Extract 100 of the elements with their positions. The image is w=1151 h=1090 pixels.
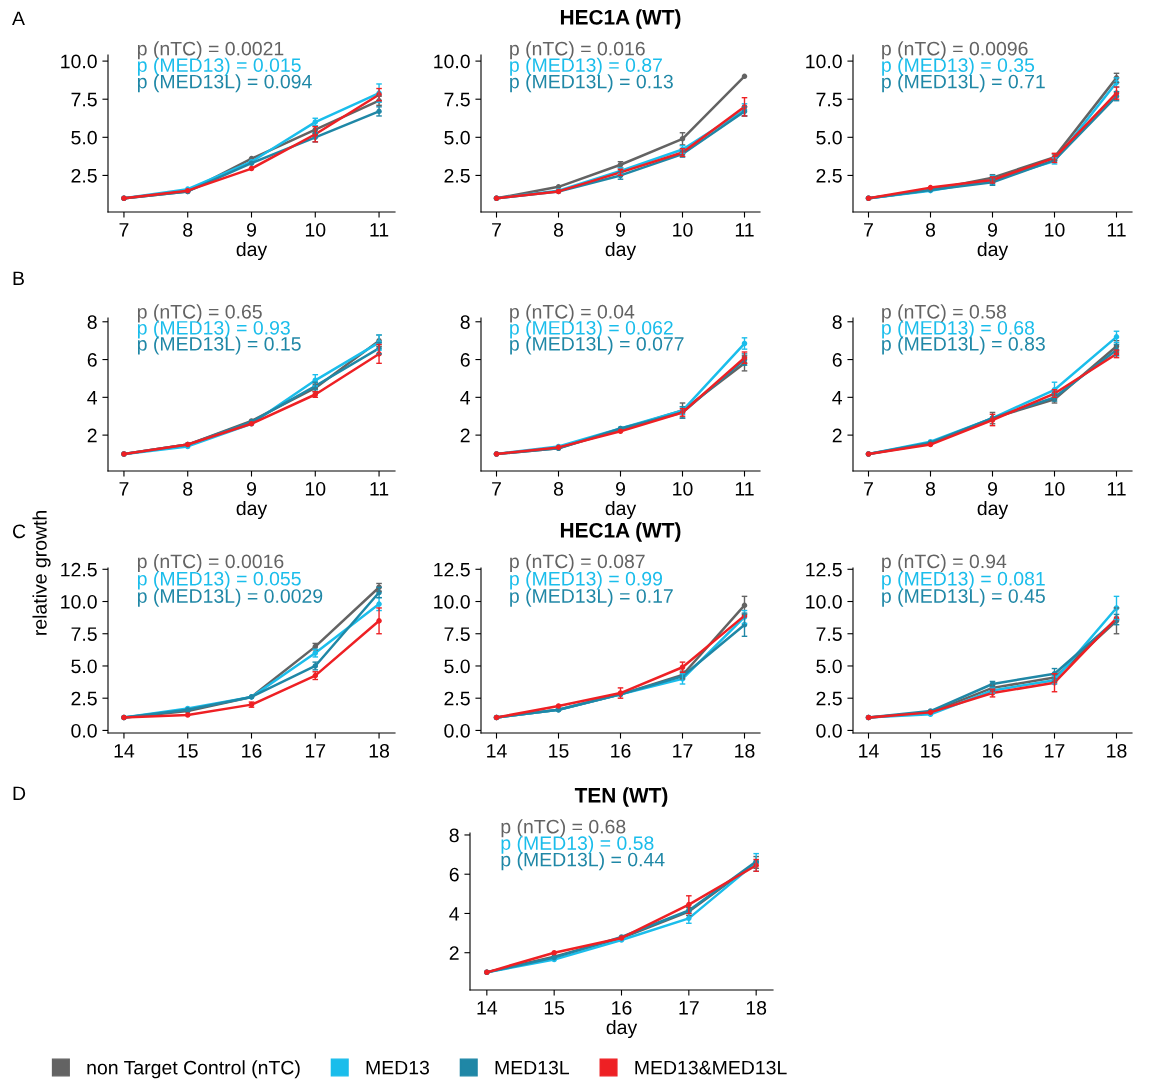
y-tick-label: 12.5: [434, 562, 470, 577]
y-tick-label: 7.5: [816, 627, 842, 641]
x-tick-label: 14: [859, 744, 879, 758]
y-tick-label: 4: [460, 391, 471, 405]
text: A: [12, 11, 25, 26]
y-tick-label: 6: [87, 353, 97, 367]
x-tick-label: 8: [183, 481, 193, 496]
x-tick-label: 7: [119, 482, 129, 496]
y-tick-label: 6: [460, 353, 470, 367]
legend-label: non Target Control (nTC): [87, 1060, 300, 1079]
y-axis-title: relative growth: [32, 510, 51, 635]
x-tick-label: 16: [242, 743, 262, 758]
y-tick-label: 7.5: [71, 92, 97, 107]
y-tick-label: 12.5: [61, 562, 97, 577]
y-tick-label: 6: [832, 353, 842, 367]
y-tick-label: 5.0: [816, 130, 842, 145]
x-tick-label: 10: [305, 222, 326, 237]
x-tick-label: 15: [549, 744, 569, 758]
x-tick-label: 8: [553, 222, 564, 237]
y-tick-label: 10.0: [434, 54, 470, 69]
legend-label: MED13: [366, 1060, 429, 1075]
x-tick-label: 11: [735, 223, 754, 237]
x-tick-label: 9: [988, 481, 997, 496]
y-tick-label: 4: [449, 907, 460, 921]
x-tick-label: 10: [673, 222, 693, 237]
y-tick-label: 4: [87, 391, 98, 405]
x-tick-label: 10: [673, 481, 693, 496]
y-tick-label: 5.0: [71, 130, 97, 145]
x-tick-label: 8: [925, 481, 936, 496]
x-tick-label: 11: [370, 223, 389, 237]
y-tick-label: 2.5: [444, 691, 470, 706]
y-tick-label: 10.0: [61, 54, 97, 69]
x-tick-label: 7: [492, 482, 501, 496]
legend-label: MED13L: [495, 1060, 570, 1075]
x-tick-label: 14: [477, 1001, 498, 1015]
x-axis-title: day: [236, 500, 268, 520]
y-tick-label: 8: [87, 315, 97, 330]
x-tick-label: 10: [1045, 222, 1065, 237]
y-tick-label: 0.0: [444, 723, 470, 738]
x-tick-label: 11: [370, 482, 389, 496]
y-tick-label: 2: [87, 428, 97, 443]
y-tick-label: 5.0: [444, 659, 470, 674]
x-axis-title: day: [606, 1019, 638, 1039]
y-tick-label: 2.5: [71, 168, 97, 183]
chart-title: HEC1A (WT): [560, 522, 681, 542]
x-tick-label: 9: [988, 222, 997, 237]
y-tick-label: 2.5: [444, 168, 470, 183]
y-tick-label: 8: [460, 315, 470, 330]
x-tick-label: 18: [369, 743, 390, 758]
y-tick-label: 7.5: [444, 627, 470, 641]
text: B: [13, 271, 24, 286]
y-tick-label: 5.0: [816, 659, 842, 674]
legend-label: MED13&MED13L: [635, 1060, 787, 1075]
y-tick-label: 0.0: [71, 723, 97, 738]
y-tick-label: 8: [449, 828, 459, 843]
chart-title: HEC1A (WT): [560, 9, 681, 29]
y-tick-label: 0.0: [816, 723, 842, 738]
x-axis-title: day: [605, 241, 637, 261]
x-tick-label: 11: [735, 482, 754, 496]
x-tick-label: 8: [925, 222, 936, 237]
x-tick-label: 16: [612, 1000, 632, 1015]
y-tick-label: 2.5: [816, 168, 842, 183]
x-tick-label: 7: [864, 482, 873, 496]
x-tick-label: 9: [616, 481, 625, 496]
x-tick-label: 18: [735, 743, 755, 758]
x-axis-title: day: [605, 500, 637, 520]
x-axis-title: day: [977, 241, 1009, 261]
x-tick-label: 14: [114, 744, 135, 758]
x-tick-label: 11: [1107, 223, 1126, 237]
y-tick-label: 5.0: [444, 130, 470, 145]
chart-title: TEN (WT): [574, 787, 668, 807]
y-tick-label: 4: [832, 391, 843, 405]
x-axis-title: day: [236, 241, 268, 261]
x-tick-label: 10: [1045, 481, 1065, 496]
text: D: [13, 786, 26, 801]
x-tick-label: 15: [178, 744, 198, 758]
y-tick-label: 6: [449, 867, 459, 882]
x-tick-label: 9: [247, 222, 256, 237]
x-axis-title: day: [977, 500, 1009, 520]
x-tick-label: 17: [305, 744, 326, 758]
y-tick-label: 2: [832, 428, 842, 443]
x-tick-label: 8: [183, 222, 193, 237]
y-tick-label: 10.0: [806, 594, 842, 609]
y-tick-label: 2: [449, 946, 459, 960]
x-tick-label: 17: [1045, 744, 1065, 758]
x-tick-label: 17: [679, 1001, 699, 1015]
y-tick-label: 2.5: [71, 691, 97, 706]
x-tick-label: 16: [611, 743, 631, 758]
y-tick-label: 7.5: [444, 92, 470, 107]
y-tick-label: 10.0: [434, 594, 470, 609]
x-tick-label: 8: [553, 481, 564, 496]
y-tick-label: 8: [832, 315, 842, 330]
x-tick-label: 10: [305, 481, 326, 496]
x-tick-label: 7: [119, 223, 129, 237]
x-tick-label: 15: [544, 1001, 565, 1015]
x-tick-label: 14: [487, 744, 507, 758]
x-tick-label: 9: [247, 481, 256, 496]
y-tick-label: 2: [460, 428, 470, 443]
x-tick-label: 15: [921, 744, 941, 758]
y-tick-label: 2.5: [816, 691, 842, 706]
